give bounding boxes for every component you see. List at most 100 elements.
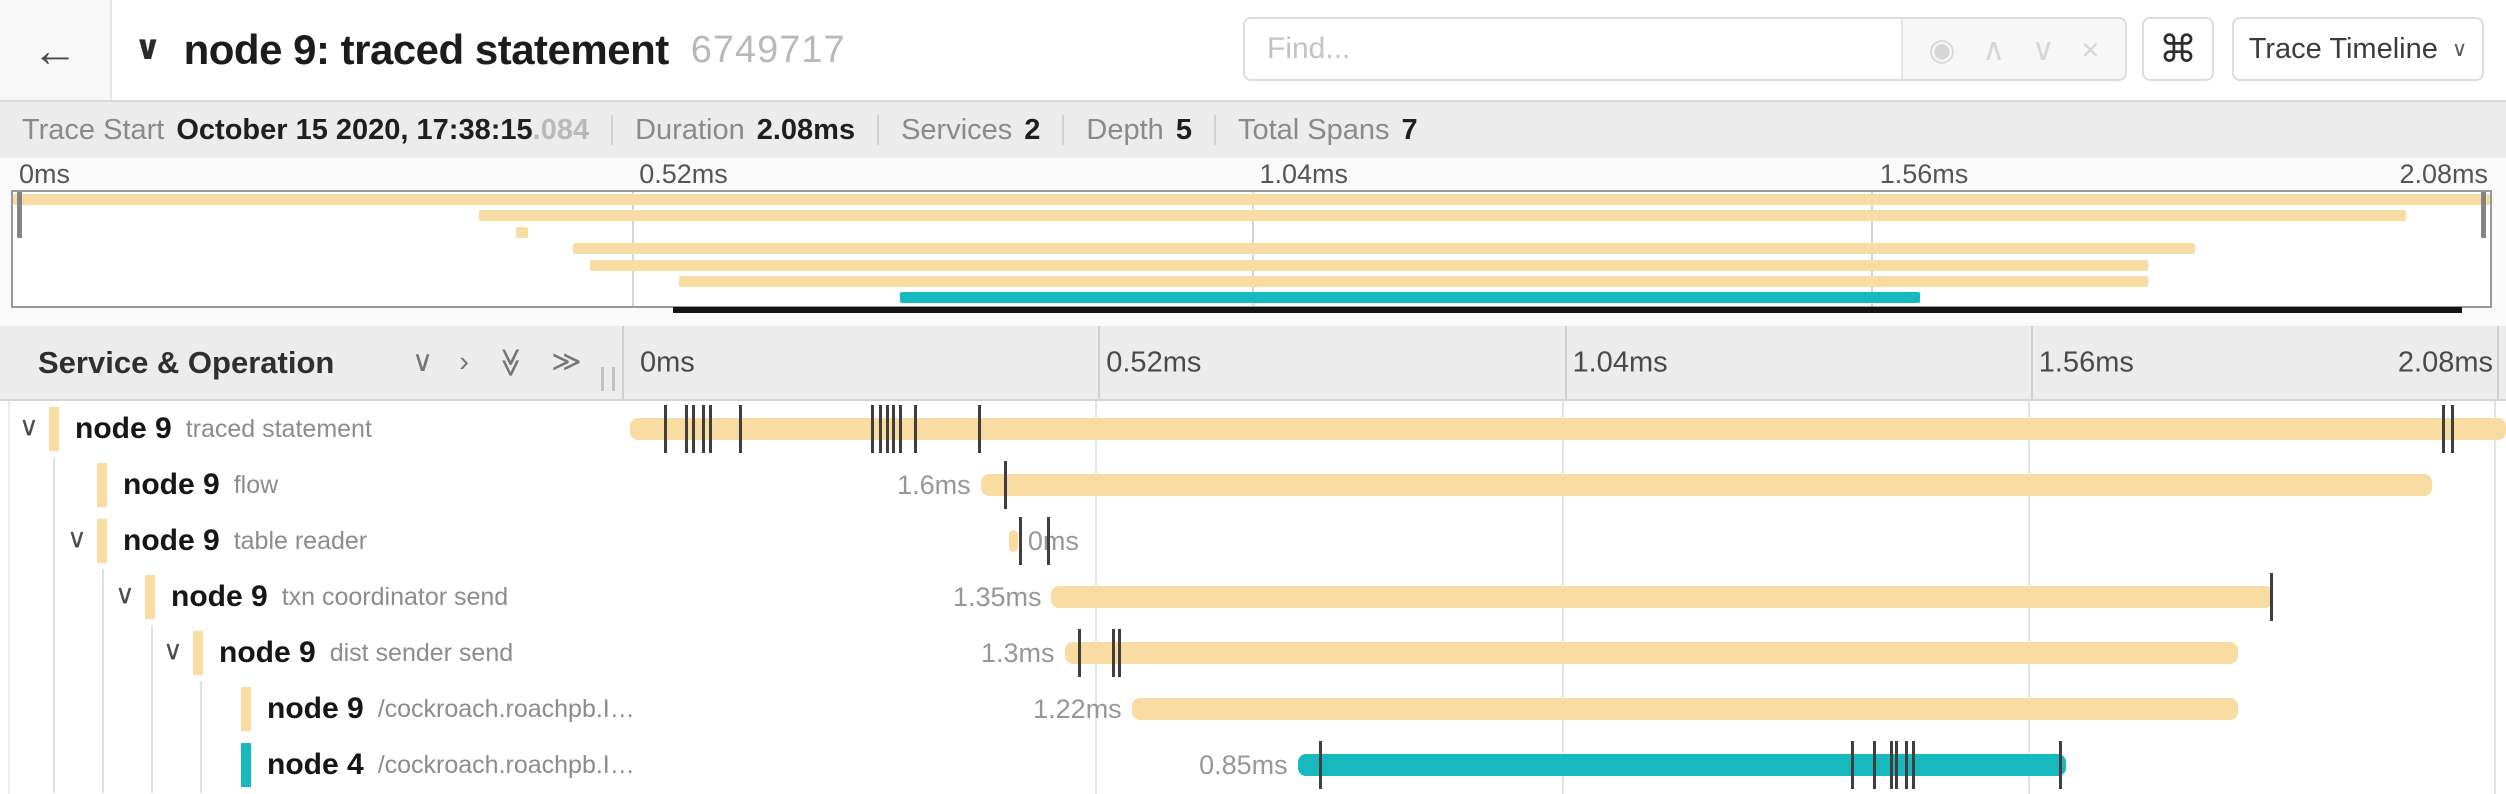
viewport-scrubber-right[interactable] xyxy=(2481,192,2486,238)
time-tick-label: 1.04ms xyxy=(1572,346,1668,378)
timeline-gridline xyxy=(2494,401,2496,794)
ruler-gridline xyxy=(1098,326,1101,399)
span-duration-label: 1.6ms xyxy=(897,470,971,500)
minimap-tick-labels: 0ms 0.52ms 1.04ms 1.56ms 2.08ms xyxy=(11,159,2492,189)
indent-guide xyxy=(53,737,55,793)
minimap-span-bar xyxy=(515,226,529,238)
span-tree-row[interactable]: ∨ node 9 traced statement xyxy=(0,401,622,457)
collapse-one-icon[interactable]: ∨ xyxy=(412,346,434,378)
timeline-header-row: Service & Operation ∨ › ≫ ≫ 0ms 0.52ms 1.04ms… xyxy=(0,326,2506,401)
time-tick-label: 0ms xyxy=(19,159,71,189)
summary-value: 7 xyxy=(1401,113,1418,146)
prev-result-icon[interactable]: ∧ xyxy=(1982,31,2006,67)
span-tree-row[interactable]: node 9/cockroach.roachpb.I… xyxy=(0,681,635,737)
service-name: node 9 xyxy=(123,524,220,557)
expand-one-icon[interactable]: › xyxy=(459,346,469,378)
span-log-tick xyxy=(1912,741,1916,789)
view-dropdown-button[interactable]: Trace Timeline ∨ xyxy=(2232,17,2484,81)
span-tree-row[interactable]: ∨ node 9 table reader xyxy=(0,513,622,569)
page-title: node 9: traced statement xyxy=(183,26,670,73)
operation-name: /cockroach.roachpb.I… xyxy=(377,750,635,779)
ruler-gridline xyxy=(2497,326,2499,399)
span-log-tick xyxy=(1046,517,1050,565)
keyboard-shortcuts-button[interactable]: ⌘ xyxy=(2142,17,2214,81)
collapse-all-icon[interactable]: ≫ xyxy=(494,347,527,378)
summary-value: 2 xyxy=(1024,113,1041,146)
span-name-wrap: node 9 txn coordinator send xyxy=(171,569,508,625)
span-log-tick xyxy=(1112,629,1116,677)
span-log-tick xyxy=(684,405,688,453)
clear-search-icon[interactable]: × xyxy=(2081,31,2100,67)
span-log-tick xyxy=(891,405,895,453)
service-name: node 9 xyxy=(123,468,220,501)
span-log-tick xyxy=(914,405,918,453)
service-operation-header: Service & Operation xyxy=(38,344,335,380)
back-button[interactable]: ← xyxy=(0,0,112,100)
span-rows: 1.6ms 0ms 1.35ms 1.3ms 1.22ms 0.85ms ∨ node 9 t… xyxy=(0,401,2506,794)
row-collapse-icon[interactable]: ∨ xyxy=(163,635,183,666)
span-tree-row[interactable]: ∨ node 9 txn coordinator send xyxy=(0,569,622,625)
time-tick-label: 1.04ms xyxy=(1259,159,1349,189)
tree-left-border xyxy=(8,401,10,794)
viewport-scrubber-left[interactable] xyxy=(17,192,22,238)
minimap-span-bar xyxy=(590,259,2149,271)
time-tick-label: 0.52ms xyxy=(1106,346,1202,378)
span-name-wrap: node 9 table reader xyxy=(123,513,367,569)
span-bar[interactable] xyxy=(1297,754,2067,776)
operation-name: flow xyxy=(233,470,279,499)
span-log-tick xyxy=(871,405,875,453)
span-timeline-row: 1.22ms xyxy=(630,681,2495,737)
span-name-wrap: node 9 dist sender send xyxy=(219,625,513,681)
timeline-area: 1.6ms 0ms 1.35ms 1.3ms 1.22ms 0.85ms xyxy=(630,401,2506,794)
find-box: ◉ ∧ ∨ × xyxy=(1243,17,2127,81)
operation-name: table reader xyxy=(233,526,368,555)
span-timeline-row: 0.85ms xyxy=(630,737,2495,793)
time-tick-label: 2.08ms xyxy=(2399,159,2488,189)
span-bar[interactable] xyxy=(630,418,2506,440)
indent-guide xyxy=(151,737,153,793)
span-log-tick xyxy=(1850,741,1854,789)
span-timeline-row: 1.6ms xyxy=(630,457,2495,513)
column-resize-grip[interactable] xyxy=(601,367,615,391)
indent-guide xyxy=(53,625,55,681)
row-collapse-icon[interactable]: ∨ xyxy=(67,523,87,554)
expand-all-icon[interactable]: ≫ xyxy=(551,346,582,378)
service-name: node 9 xyxy=(219,636,316,669)
find-input[interactable] xyxy=(1245,19,1901,79)
span-tree-row[interactable]: ∨ node 9 dist sender send xyxy=(0,625,622,681)
indent-guide xyxy=(151,625,153,681)
span-bar[interactable] xyxy=(1131,698,2238,720)
find-controls: ◉ ∧ ∨ × xyxy=(1901,19,2125,79)
span-bar[interactable] xyxy=(1064,642,2238,664)
next-result-icon[interactable]: ∨ xyxy=(2031,31,2055,67)
span-log-tick xyxy=(2451,405,2455,453)
service-name: node 9 xyxy=(267,692,364,725)
indent-guide xyxy=(102,625,104,681)
indent-guide xyxy=(102,569,104,625)
span-log-tick xyxy=(1889,741,1893,789)
span-bar[interactable] xyxy=(1051,586,2274,608)
span-tree-row[interactable]: node 4/cockroach.roachpb.I… xyxy=(0,737,635,793)
summary-value: October 15 2020, 17:38:15 xyxy=(176,113,533,146)
row-collapse-icon[interactable]: ∨ xyxy=(19,411,39,442)
span-bar[interactable] xyxy=(1008,530,1018,552)
span-log-tick xyxy=(739,405,743,453)
indent-guide xyxy=(53,513,55,569)
trace-id: 6749717 xyxy=(690,28,846,71)
span-bar[interactable] xyxy=(980,474,2432,496)
ruler-gridline xyxy=(1564,326,1567,399)
span-log-tick xyxy=(977,405,981,453)
span-tree-row[interactable]: node 9 flow xyxy=(0,457,622,513)
time-tick-label: 2.08ms xyxy=(2397,346,2493,378)
back-arrow-icon: ← xyxy=(32,24,78,76)
span-name-wrap: node 9 traced statement xyxy=(75,401,372,457)
span-log-tick xyxy=(1018,517,1022,565)
minimap-canvas[interactable] xyxy=(11,190,2492,308)
summary-separator xyxy=(611,115,614,145)
row-collapse-icon[interactable]: ∨ xyxy=(115,579,135,610)
trace-collapse-icon[interactable]: ∨ xyxy=(134,29,162,67)
match-target-icon[interactable]: ◉ xyxy=(1928,31,1956,67)
operation-name: /cockroach.roachpb.I… xyxy=(377,694,635,723)
timeline-scrollbar[interactable] xyxy=(673,307,2462,313)
service-color-chip xyxy=(49,407,59,451)
